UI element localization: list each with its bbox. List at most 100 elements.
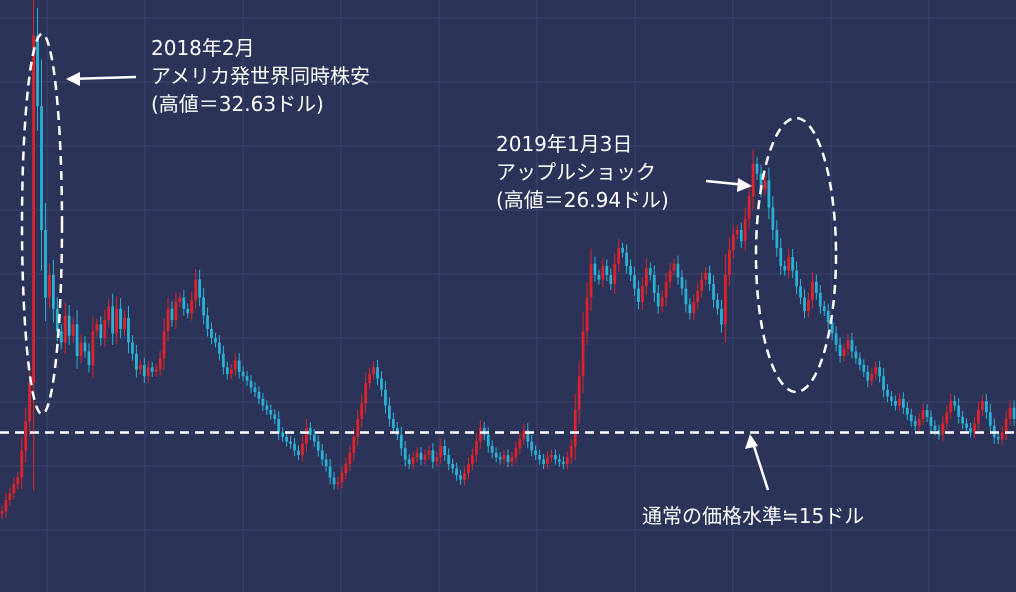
candle-body — [743, 218, 747, 242]
candle-body — [846, 340, 850, 350]
candle-body — [767, 180, 771, 208]
candle-body — [720, 308, 723, 325]
candle-body — [791, 257, 795, 271]
candle-body — [656, 293, 660, 307]
candle-body — [842, 349, 846, 356]
candle-body — [510, 457, 514, 462]
candle-body — [874, 367, 878, 374]
candle-body — [12, 484, 16, 494]
candle-body — [467, 464, 470, 473]
candle-body — [146, 367, 150, 377]
candle-body — [474, 441, 478, 455]
candle-body — [688, 304, 692, 314]
candle-body — [158, 358, 162, 370]
arrow-normal-level — [750, 439, 770, 491]
candle-body — [585, 297, 589, 332]
candle-body — [443, 446, 447, 455]
candle-body — [174, 302, 178, 320]
candle-body — [131, 342, 134, 354]
candle-body — [285, 437, 288, 442]
candle-body — [826, 311, 830, 323]
candle-body — [478, 428, 482, 442]
candle-body — [36, 35, 39, 107]
candle-body — [502, 455, 506, 460]
candle-body — [747, 196, 751, 219]
candle-body — [67, 315, 71, 336]
candle-body — [621, 248, 625, 253]
annotation-2019: 2019年1月3日 アップルショック (高値＝26.94ドル) — [496, 130, 669, 214]
candle-body — [787, 257, 791, 271]
candle-body — [123, 317, 126, 329]
candle-body — [913, 421, 917, 426]
candle-body — [779, 248, 783, 266]
candle-body — [700, 279, 704, 291]
candle-body — [391, 419, 395, 428]
candle-body — [728, 250, 731, 275]
candle-body — [506, 455, 510, 462]
candle-body — [83, 342, 87, 352]
candle-body — [91, 331, 95, 365]
candle-body — [945, 412, 949, 424]
candle-body — [87, 351, 91, 365]
candle-body — [71, 324, 75, 336]
candle-body — [138, 365, 142, 370]
candle-body — [388, 405, 391, 419]
candle-body — [115, 308, 119, 334]
candle-body — [498, 457, 502, 460]
candle-body — [822, 306, 826, 311]
candle-body — [75, 324, 79, 356]
candle-body — [384, 389, 387, 406]
candle-body — [534, 450, 538, 455]
arrow-2019-head — [737, 178, 752, 192]
candle-body — [731, 234, 735, 251]
candle-body — [257, 392, 261, 399]
candle-body — [668, 270, 672, 282]
candle-body — [178, 297, 182, 302]
candle-body — [814, 281, 818, 293]
candle-body — [494, 452, 498, 458]
candle-body — [324, 459, 328, 467]
candle-body — [423, 455, 427, 460]
candle-body — [451, 464, 455, 469]
candle-body — [340, 473, 344, 482]
candle-body — [186, 308, 190, 314]
candle-body — [644, 268, 648, 287]
candle-body — [190, 299, 194, 314]
candle-body — [890, 396, 893, 401]
candle-body — [633, 275, 636, 289]
candle-body — [617, 248, 621, 264]
candle-body — [289, 441, 292, 444]
candle-body — [459, 475, 462, 480]
candle-body — [901, 398, 905, 408]
annotation-marks — [20, 32, 838, 491]
candle-body — [573, 410, 577, 446]
candle-body — [799, 286, 802, 298]
candle-body — [51, 275, 55, 309]
candle-body — [214, 338, 217, 343]
candle-body — [834, 333, 838, 345]
candle-body — [542, 459, 545, 464]
candle-body — [356, 419, 360, 437]
annotation-2018-event: アメリカ発世界同時株安 — [151, 64, 370, 88]
candle-body — [198, 279, 202, 298]
candle-body — [107, 306, 111, 320]
candle-body — [696, 290, 700, 302]
candle-body — [308, 428, 312, 435]
candle-body — [1012, 407, 1016, 419]
candle-body — [435, 457, 439, 462]
candle-body — [803, 297, 806, 311]
candle-body — [917, 419, 921, 426]
candle-body — [854, 351, 858, 359]
candle-body — [660, 297, 664, 307]
spike-2018-ellipse — [20, 32, 64, 416]
candle-body — [538, 455, 542, 460]
candle-body — [403, 448, 407, 460]
candle-body — [119, 308, 122, 329]
candle-body — [925, 410, 929, 417]
candle-body — [206, 315, 209, 329]
candle-body — [751, 163, 755, 197]
annotation-2018-high: (高値＝32.63ドル) — [151, 92, 324, 116]
candle-body — [561, 461, 565, 464]
